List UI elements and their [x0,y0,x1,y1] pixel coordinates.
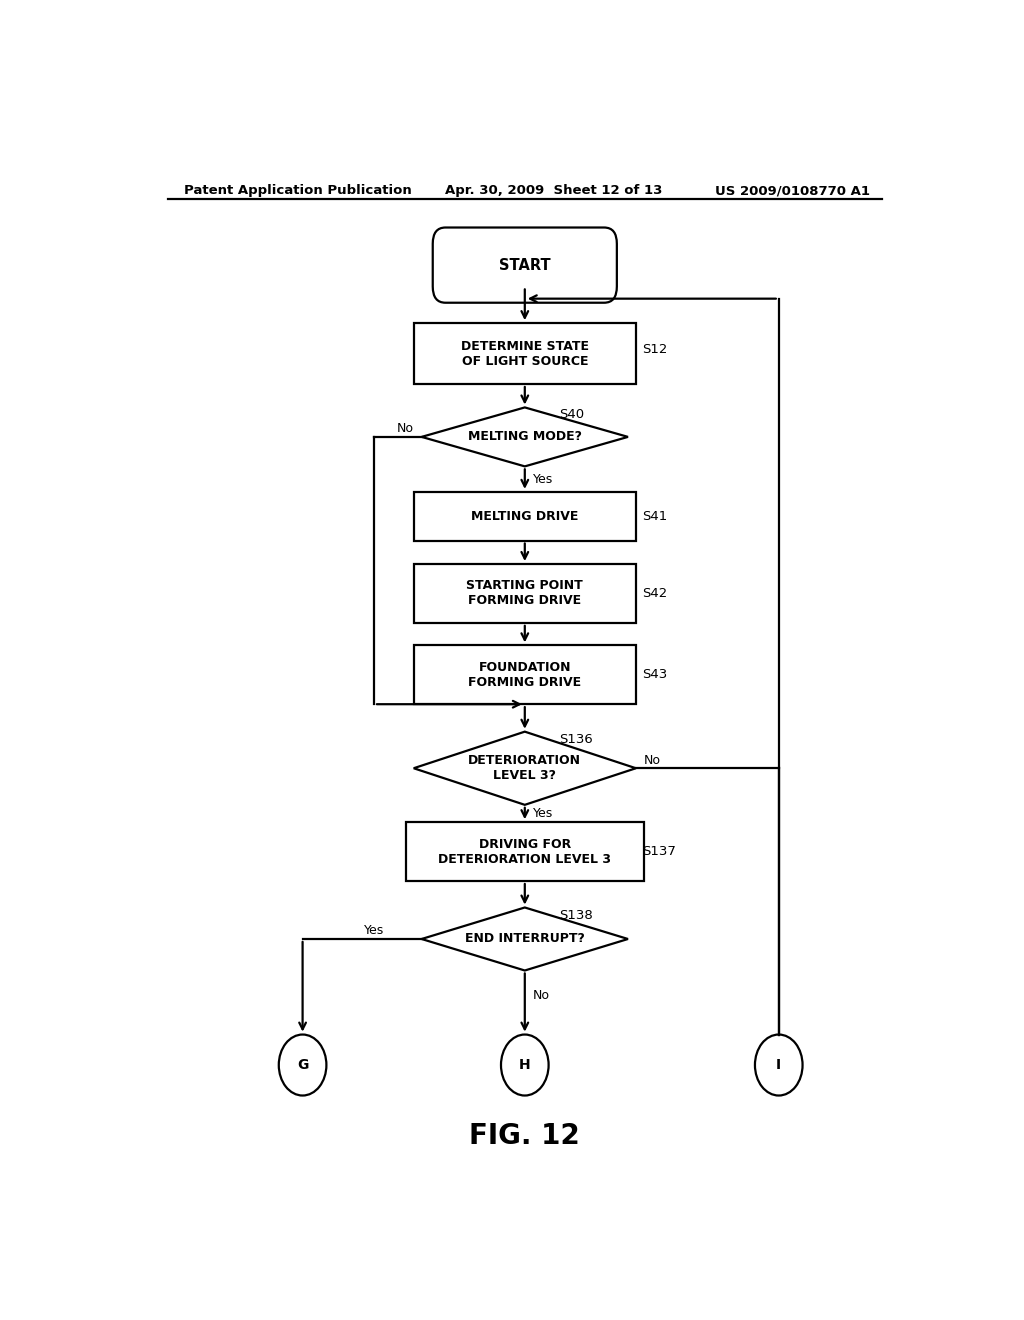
Bar [414,492,636,541]
Polygon shape [414,731,636,805]
Text: I: I [776,1059,781,1072]
Bar [414,564,636,623]
Text: No: No [644,754,660,767]
Text: END INTERRUPT?: END INTERRUPT? [465,932,585,945]
Text: H: H [519,1059,530,1072]
Text: Apr. 30, 2009  Sheet 12 of 13: Apr. 30, 2009 Sheet 12 of 13 [445,185,663,198]
Text: S12: S12 [642,343,668,356]
Text: STARTING POINT
FORMING DRIVE: STARTING POINT FORMING DRIVE [466,579,584,607]
Text: FIG. 12: FIG. 12 [469,1122,581,1150]
Text: Yes: Yes [532,807,553,820]
Text: G: G [297,1059,308,1072]
Text: S40: S40 [559,408,584,421]
Text: Yes: Yes [364,924,384,937]
Circle shape [279,1035,327,1096]
Text: S43: S43 [642,668,668,681]
Bar [414,323,636,384]
Polygon shape [422,907,628,970]
Text: DETERIORATION
LEVEL 3?: DETERIORATION LEVEL 3? [468,754,582,783]
Circle shape [755,1035,803,1096]
Text: Patent Application Publication: Patent Application Publication [183,185,412,198]
Text: FOUNDATION
FORMING DRIVE: FOUNDATION FORMING DRIVE [468,661,582,689]
Text: DETERMINE STATE
OF LIGHT SOURCE: DETERMINE STATE OF LIGHT SOURCE [461,339,589,367]
Polygon shape [422,408,628,466]
FancyBboxPatch shape [433,227,616,302]
Text: S136: S136 [559,734,593,746]
Text: No: No [396,422,414,436]
Text: MELTING MODE?: MELTING MODE? [468,430,582,444]
Bar [406,822,644,880]
Text: MELTING DRIVE: MELTING DRIVE [471,510,579,523]
Bar [414,645,636,704]
Text: S138: S138 [559,909,593,923]
Text: START: START [499,257,551,273]
Text: S137: S137 [642,845,676,858]
Text: S42: S42 [642,587,668,599]
Text: S41: S41 [642,510,668,523]
Text: US 2009/0108770 A1: US 2009/0108770 A1 [715,185,870,198]
Text: Yes: Yes [532,473,553,486]
Text: No: No [532,990,550,1002]
Circle shape [501,1035,549,1096]
Text: DRIVING FOR
DETERIORATION LEVEL 3: DRIVING FOR DETERIORATION LEVEL 3 [438,838,611,866]
